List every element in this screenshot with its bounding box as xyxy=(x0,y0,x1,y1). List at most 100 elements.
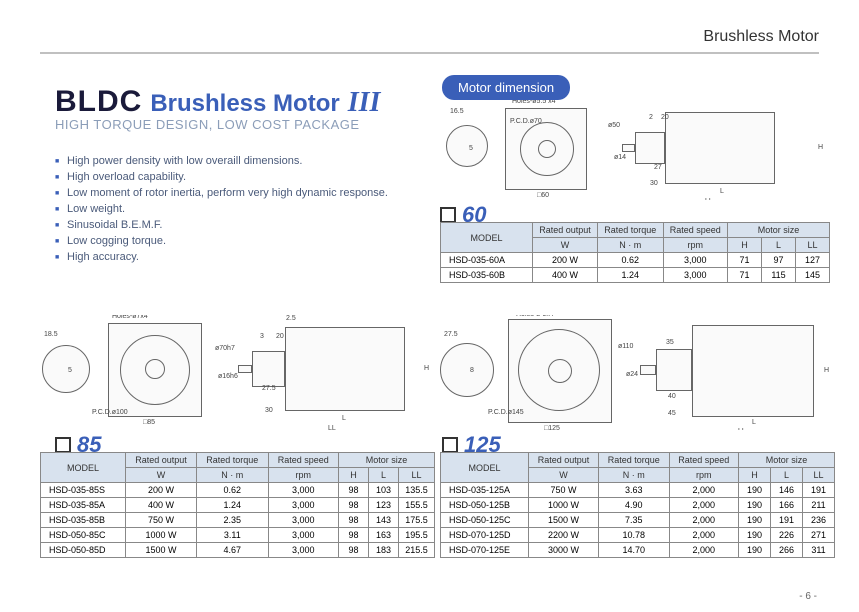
td: 190 xyxy=(739,498,771,513)
feature-item: Low cogging torque. xyxy=(55,235,388,247)
diagram-60: Holes-ø5.5 x4 P.C.D.ø70 16.5 5 ø50 ø14 □… xyxy=(440,100,830,200)
td: 3,000 xyxy=(268,543,338,558)
diagram-shape xyxy=(692,325,814,417)
td: 400 W xyxy=(126,498,197,513)
diagram-annotation: 35 xyxy=(666,339,674,346)
th: L xyxy=(369,468,399,483)
diagram-shape xyxy=(656,349,692,391)
diagram-annotation: ø14 xyxy=(614,154,626,161)
th: N · m xyxy=(598,238,664,253)
th: Rated speed xyxy=(268,453,338,468)
td: 183 xyxy=(369,543,399,558)
td: 3.11 xyxy=(197,528,269,543)
diagram-annotation: 27 xyxy=(654,164,662,171)
th: Rated output xyxy=(126,453,197,468)
diagram-annotation: P.C.D.ø145 xyxy=(488,409,524,416)
diagram-annotation: 3 xyxy=(750,100,754,101)
td: HSD-050-125C xyxy=(441,513,529,528)
section-checkbox-icon xyxy=(442,437,458,453)
table-row: HSD-035-85S200 W0.623,00098103135.5 xyxy=(41,483,435,498)
th: W xyxy=(126,468,197,483)
td: 200 W xyxy=(533,253,598,268)
td: 2,000 xyxy=(669,498,738,513)
td: 0.62 xyxy=(197,483,269,498)
badge-wrap: Motor dimension xyxy=(442,75,570,100)
th: H xyxy=(739,468,771,483)
table-row: HSD-050-85C1000 W3.113,00098163195.5 xyxy=(41,528,435,543)
td: HSD-050-85C xyxy=(41,528,126,543)
td: 1500 W xyxy=(529,513,599,528)
diagram-annotation: 20 xyxy=(661,114,669,121)
th: Rated output xyxy=(533,223,598,238)
td: HSD-035-125A xyxy=(441,483,529,498)
th-model: MODEL xyxy=(41,453,126,483)
diagram-shape xyxy=(548,359,572,383)
td: 7.35 xyxy=(599,513,670,528)
td: 3,000 xyxy=(268,528,338,543)
td: 175.5 xyxy=(399,513,435,528)
td: 14.70 xyxy=(599,543,670,558)
diagram-annotation: 5 xyxy=(68,367,72,374)
td: HSD-035-60B xyxy=(441,268,533,283)
table-row: HSD-050-125C1500 W7.352,000190191236 xyxy=(441,513,835,528)
diagram-annotation: ø70h7 xyxy=(215,345,235,352)
th: rpm xyxy=(669,468,738,483)
diagram-shape xyxy=(42,345,90,393)
td: 3,000 xyxy=(268,513,338,528)
th: LL xyxy=(803,468,835,483)
td: 750 W xyxy=(529,483,599,498)
th: LL xyxy=(399,468,435,483)
diagram-annotation: L xyxy=(752,419,756,426)
title-block: BLDC Brushless Motor III HIGH TORQUE DES… xyxy=(55,85,380,132)
page-category: Brushless Motor xyxy=(703,28,819,46)
diagram-annotation: L xyxy=(342,415,346,422)
td: 400 W xyxy=(533,268,598,283)
td: 2,000 xyxy=(669,483,738,498)
td: 98 xyxy=(339,513,369,528)
feature-item: Low moment of rotor inertia, perform ver… xyxy=(55,187,388,199)
td: 271 xyxy=(803,528,835,543)
td: 143 xyxy=(369,513,399,528)
th: Rated speed xyxy=(663,223,727,238)
td: 0.62 xyxy=(598,253,664,268)
th: N · m xyxy=(599,468,670,483)
th: Motor size xyxy=(728,223,830,238)
td: 2200 W xyxy=(529,528,599,543)
td: 2,000 xyxy=(669,528,738,543)
diagram-annotation: □125 xyxy=(544,425,560,430)
th: Rated speed xyxy=(669,453,738,468)
table-row: HSD-070-125E3000 W14.702,000190266311 xyxy=(441,543,835,558)
table-row: HSD-050-125B1000 W4.902,000190166211 xyxy=(441,498,835,513)
td: 98 xyxy=(339,543,369,558)
td: HSD-035-60A xyxy=(441,253,533,268)
th: Rated output xyxy=(529,453,599,468)
td: 10.78 xyxy=(599,528,670,543)
diagram-annotation: 30 xyxy=(265,407,273,414)
td: 135.5 xyxy=(399,483,435,498)
th: rpm xyxy=(663,238,727,253)
th: H xyxy=(339,468,369,483)
td: 211 xyxy=(803,498,835,513)
th: Motor size xyxy=(739,453,835,468)
title-main: BLDC xyxy=(55,85,142,119)
diagram-annotation: ø110 xyxy=(618,343,633,350)
diagram-annotation: 16.5 xyxy=(450,108,464,115)
diagram-annotation: 8 xyxy=(470,367,474,374)
td: 3.63 xyxy=(599,483,670,498)
diagram-annotation: Holes-ø 9x4 xyxy=(516,315,554,318)
th-model: MODEL xyxy=(441,453,529,483)
table-row: HSD-035-60A200 W0.623,0007197127 xyxy=(441,253,830,268)
td: HSD-035-85B xyxy=(41,513,126,528)
diagram-annotation: P.C.D.ø70 xyxy=(510,118,542,125)
th: LL xyxy=(796,238,830,253)
diagram-annotation: LL xyxy=(738,428,746,430)
td: 98 xyxy=(339,483,369,498)
diagram-annotation: 3 xyxy=(260,333,264,340)
td: 155.5 xyxy=(399,498,435,513)
diagram-annotation: L xyxy=(720,188,724,195)
th: Rated torque xyxy=(197,453,269,468)
td: 750 W xyxy=(126,513,197,528)
diagram-annotation: 27.5 xyxy=(444,331,458,338)
td: 3,000 xyxy=(663,253,727,268)
diagram-shape xyxy=(622,144,635,152)
